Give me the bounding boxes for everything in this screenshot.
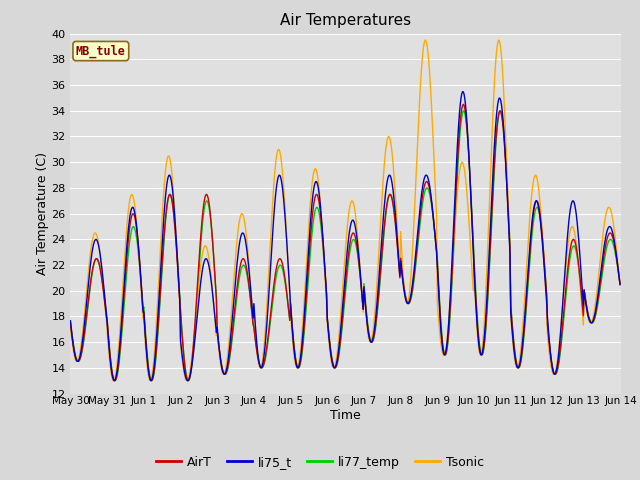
Line: Tsonic: Tsonic (70, 40, 620, 381)
Legend: AirT, li75_t, li77_temp, Tsonic: AirT, li75_t, li77_temp, Tsonic (150, 451, 490, 474)
Tsonic (189, 339, 197, 345)
li77_temp (111, 378, 118, 384)
li77_temp (134, 243, 141, 249)
Tsonic (77, 347, 84, 353)
li77_temp (413, 253, 420, 259)
li77_temp (219, 366, 227, 372)
Y-axis label: Air Temperature (C): Air Temperature (C) (35, 152, 49, 275)
Tsonic (429, 145, 437, 151)
Tsonic (133, 224, 141, 230)
AirT (111, 378, 118, 384)
AirT (189, 341, 197, 347)
AirT (413, 248, 420, 253)
Tsonic (413, 158, 420, 164)
li75_t (413, 240, 420, 246)
Tsonic (219, 370, 227, 376)
li77_temp (67, 318, 74, 324)
Tsonic (183, 378, 191, 384)
li77_temp (189, 346, 197, 352)
Line: li77_temp: li77_temp (70, 111, 620, 381)
li75_t (429, 209, 436, 215)
li75_t (184, 378, 191, 384)
AirT (460, 101, 467, 107)
Text: MB_tule: MB_tule (76, 44, 126, 58)
li77_temp (616, 281, 624, 287)
Line: AirT: AirT (70, 104, 620, 381)
AirT (616, 281, 624, 287)
li75_t (133, 227, 141, 232)
li75_t (67, 318, 74, 324)
li77_temp (460, 108, 467, 114)
X-axis label: Time: Time (330, 409, 361, 422)
AirT (429, 209, 436, 215)
Tsonic (67, 324, 74, 329)
AirT (219, 367, 227, 373)
li75_t (77, 352, 84, 358)
li75_t (219, 368, 227, 374)
Tsonic (616, 281, 624, 287)
li75_t (616, 282, 624, 288)
Tsonic (421, 37, 429, 43)
li77_temp (429, 211, 436, 217)
li77_temp (77, 356, 84, 361)
Line: li75_t: li75_t (70, 92, 620, 381)
AirT (77, 355, 84, 360)
AirT (67, 321, 74, 326)
AirT (134, 235, 141, 241)
li75_t (189, 350, 197, 356)
li75_t (459, 89, 467, 95)
Title: Air Temperatures: Air Temperatures (280, 13, 411, 28)
